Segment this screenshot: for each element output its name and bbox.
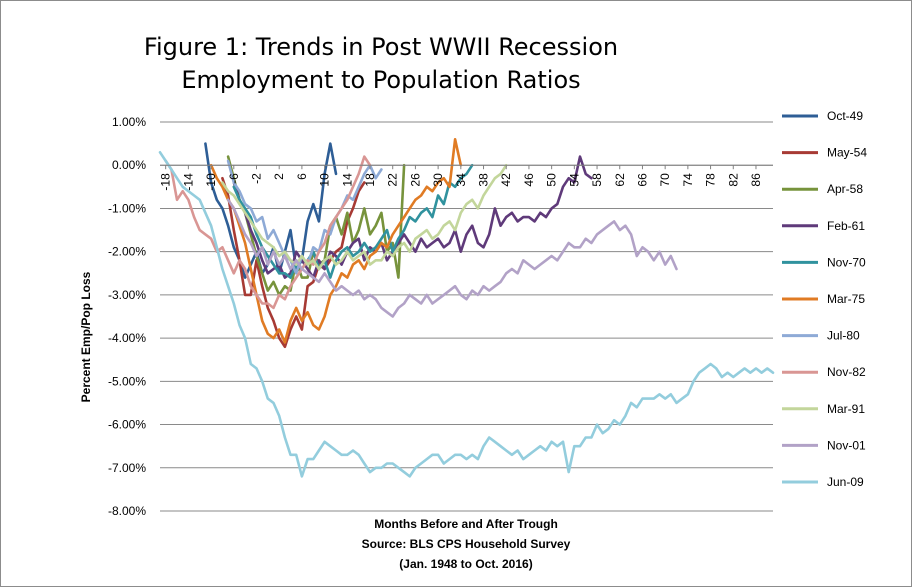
legend-label-nov-82: Nov-82 [827,365,866,379]
x-tick-label: 82 [726,173,740,187]
x-tick-label: -2 [249,173,263,184]
legend-label-nov-01: Nov-01 [827,438,866,452]
x-axis-label-line-1: Months Before and After Trough [374,517,558,531]
y-tick-label: -6.00% [108,418,146,432]
x-tick-label: 22 [386,173,400,187]
y-tick-labels: 1.00% 0.00% -1.00% -2.00% -3.00% -4.00% -5.00%… [108,115,146,518]
x-axis-label: Months Before and After Trough Source: B… [362,517,571,571]
x-tick-label: 14 [340,173,354,187]
legend-label-mar-91: Mar-91 [827,402,865,416]
series-line-nov-01 [226,198,678,318]
x-tick-label: 38 [477,173,491,187]
legend-label-nov-70: Nov-70 [827,255,866,269]
x-axis-label-line-2: Source: BLS CPS Household Survey [362,537,571,551]
x-tick-label: -6 [227,173,241,184]
y-tick-label: -5.00% [108,374,146,388]
y-tick-label: -2.00% [108,245,146,259]
legend-label-oct-49: Oct-49 [827,109,863,123]
x-axis-line [160,164,773,170]
x-tick-label: 46 [522,173,536,187]
legend-label-may-54: May-54 [827,146,867,160]
x-tick-label: 58 [590,173,604,187]
x-tick-label: -14 [181,173,195,191]
series-line-jun-09 [158,151,775,478]
y-tick-label: -7.00% [108,461,146,475]
y-tick-label: 0.00% [112,158,146,172]
series-line-mar-75 [209,138,463,344]
x-tick-labels: -18 -14 -10 -6 -2 2 6 10 14 18 22 26 30 34 38 42 46 50 54 5… [159,173,763,191]
x-tick-label: 2 [272,173,286,180]
x-tick-label: 42 [499,173,513,187]
x-tick-label: 50 [545,173,559,187]
x-tick-label: 6 [295,173,309,180]
legend-label-jun-09: Jun-09 [827,475,864,489]
series-lines [158,138,775,478]
chart-title-line-1: Figure 1: Trends in Post WWII Recession [143,33,619,61]
x-tick-label: 70 [658,173,672,187]
series-line-may-54 [221,176,366,349]
x-tick-label: 66 [635,173,649,187]
y-tick-label: -3.00% [108,288,146,302]
legend: Oct-49 May-54 Apr-58 Feb-61 Nov-70 Mar-75 Jul-… [782,109,867,489]
chart-title-line-2: Employment to Population Ratios [181,66,581,94]
y-tick-label: -4.00% [108,331,146,345]
y-axis-label: Percent Emp/Pop Loss [79,271,93,402]
chart-title: Figure 1: Trends in Post WWII Recession … [131,31,631,97]
x-tick-label: 34 [454,173,468,187]
x-tick-label: -10 [204,173,218,191]
x-tick-label: -18 [159,173,173,191]
series-line-mar-91 [221,163,508,271]
y-tick-label: -1.00% [108,201,146,215]
y-tick-label: -8.00% [108,504,146,518]
series-line-nov-82 [164,155,372,310]
series-line-nov-70 [232,163,474,279]
x-tick-label: 62 [613,173,627,187]
legend-label-mar-75: Mar-75 [827,292,865,306]
legend-label-apr-58: Apr-58 [827,182,863,196]
x-tick-label: 74 [681,173,695,187]
x-tick-label: 26 [408,173,422,187]
x-tick-label: 30 [431,173,445,187]
x-axis-label-line-3: (Jan. 1948 to Oct. 2016) [399,557,532,571]
x-tick-label: 78 [704,173,718,187]
x-tick-label: 54 [567,173,581,187]
y-tick-label: 1.00% [112,115,146,129]
legend-label-feb-61: Feb-61 [827,219,865,233]
legend-label-jul-80: Jul-80 [827,329,860,343]
x-tick-label: 10 [318,173,332,187]
x-tick-label: 18 [363,173,377,187]
x-tick-label: 86 [749,173,763,187]
